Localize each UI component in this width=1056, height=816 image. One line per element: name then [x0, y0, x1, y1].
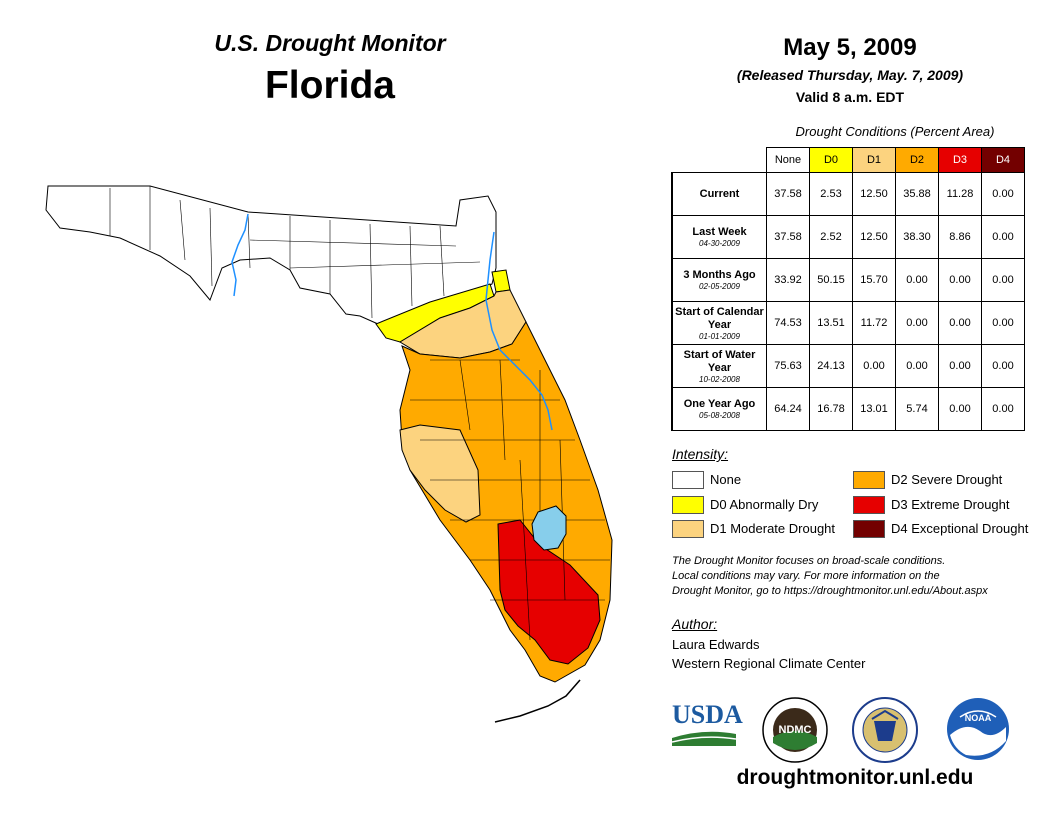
cell: 37.58 — [766, 172, 810, 216]
cell: 0.00 — [981, 301, 1025, 345]
usda-logo: USDA — [672, 702, 743, 748]
cell: 13.01 — [852, 387, 896, 431]
cell: 0.00 — [938, 301, 982, 345]
cell: 0.00 — [938, 258, 982, 302]
cell: 50.15 — [809, 258, 853, 302]
svg-text:NDMC: NDMC — [779, 724, 812, 736]
florida-keys — [494, 679, 581, 723]
row-last-week: Last Week 04-30-2009 37.58 2.52 12.50 38.… — [671, 215, 1025, 259]
cell: 5.74 — [895, 387, 939, 431]
legend-label-d1: D1 Moderate Drought — [710, 521, 836, 536]
cell: 33.92 — [766, 258, 810, 302]
legend-label-d4: D4 Exceptional Drought — [891, 521, 1029, 536]
row-one-year-ago: One Year Ago 05-08-2008 64.24 16.78 13.01… — [671, 387, 1025, 431]
commerce-seal-logo — [852, 697, 918, 763]
legend-label-d3: D3 Extreme Drought — [891, 497, 1010, 512]
map-subtitle: U.S. Drought Monitor — [214, 30, 446, 56]
author-org: Western Regional Climate Center — [672, 656, 866, 671]
cell: 13.51 — [809, 301, 853, 345]
cell: 0.00 — [981, 215, 1025, 259]
region-d0-east — [491, 269, 511, 293]
row-start-water-year: Start of Water Year 10-02-2008 75.63 24.1… — [671, 344, 1025, 388]
region-d1-west — [399, 424, 481, 523]
cell: 0.00 — [895, 301, 939, 345]
cell: 11.28 — [938, 172, 982, 216]
cell: 0.00 — [895, 258, 939, 302]
cell: 0.00 — [852, 344, 896, 388]
legend-label-d2: D2 Severe Drought — [891, 472, 1003, 487]
legend-swatch-d4 — [853, 520, 885, 538]
row-label: 3 Months Ago 02-05-2009 — [671, 258, 767, 302]
row-current: Current 37.58 2.53 12.50 35.88 11.28 0.0… — [671, 172, 1025, 216]
cell: 0.00 — [938, 387, 982, 431]
cell: 0.00 — [895, 344, 939, 388]
map-date: May 5, 2009 — [783, 34, 917, 61]
col-d3: D3 — [938, 147, 982, 173]
col-d1: D1 — [852, 147, 896, 173]
state-title: Florida — [264, 64, 395, 107]
cell: 75.63 — [766, 344, 810, 388]
author-title: Author: — [672, 616, 718, 632]
disclaimer-note: The Drought Monitor focuses on broad-sca… — [672, 555, 988, 597]
row-label: Start of Water Year 10-02-2008 — [671, 344, 767, 388]
cell: 0.00 — [981, 344, 1025, 388]
florida-drought-map — [45, 185, 613, 723]
noaa-logo: NOAA — [947, 698, 1009, 760]
author-name: Laura Edwards — [672, 637, 760, 652]
conditions-title: Drought Conditions (Percent Area) — [795, 124, 995, 139]
cell: 11.72 — [852, 301, 896, 345]
legend-swatch-d0 — [672, 496, 704, 514]
cell: 64.24 — [766, 387, 810, 431]
website-url[interactable]: droughtmonitor.unl.edu — [736, 766, 974, 789]
cell: 0.00 — [981, 258, 1025, 302]
row-label: Current — [671, 172, 767, 216]
cell: 12.50 — [852, 215, 896, 259]
col-d2: D2 — [895, 147, 939, 173]
col-d4: D4 — [981, 147, 1025, 173]
row-3-months-ago: 3 Months Ago 02-05-2009 33.92 50.15 15.70… — [671, 258, 1025, 302]
cell: 2.53 — [809, 172, 853, 216]
cell: 0.00 — [938, 344, 982, 388]
legend-swatch-d1 — [672, 520, 704, 538]
svg-text:NOAA: NOAA — [965, 713, 992, 723]
cell: 35.88 — [895, 172, 939, 216]
cell: 37.58 — [766, 215, 810, 259]
cell: 0.00 — [981, 387, 1025, 431]
row-label: Start of Calendar Year 01-01-2009 — [671, 301, 767, 345]
st-johns-river — [485, 231, 553, 431]
cell: 16.78 — [809, 387, 853, 431]
row-label: One Year Ago 05-08-2008 — [671, 387, 767, 431]
col-none: None — [766, 147, 810, 173]
cell: 24.13 — [809, 344, 853, 388]
cell: 12.50 — [852, 172, 896, 216]
legend-label-none: None — [710, 472, 742, 487]
cell: 2.52 — [809, 215, 853, 259]
valid-time: Valid 8 a.m. EDT — [795, 89, 905, 105]
legend-title: Intensity: — [672, 446, 729, 462]
release-date: (Released Thursday, May. 7, 2009) — [736, 67, 964, 83]
col-d0: D0 — [809, 147, 853, 173]
row-start-calendar-year: Start of Calendar Year 01-01-2009 74.53 1… — [671, 301, 1025, 345]
legend-swatch-d3 — [853, 496, 885, 514]
cell: 8.86 — [938, 215, 982, 259]
ndmc-logo: NDMC — [762, 697, 828, 763]
cell: 0.00 — [981, 172, 1025, 216]
row-label: Last Week 04-30-2009 — [671, 215, 767, 259]
cell: 15.70 — [852, 258, 896, 302]
lake-okeechobee — [531, 505, 567, 551]
drought-conditions-table: None D0 D1 D2 D3 D4 Current 37.58 2.53 1… — [671, 147, 1025, 431]
cell: 74.53 — [766, 301, 810, 345]
apalachicola-river — [231, 213, 249, 297]
cell: 38.30 — [895, 215, 939, 259]
legend-swatch-none — [672, 471, 704, 489]
legend-swatch-d2 — [853, 471, 885, 489]
legend-label-d0: D0 Abnormally Dry — [710, 497, 819, 512]
